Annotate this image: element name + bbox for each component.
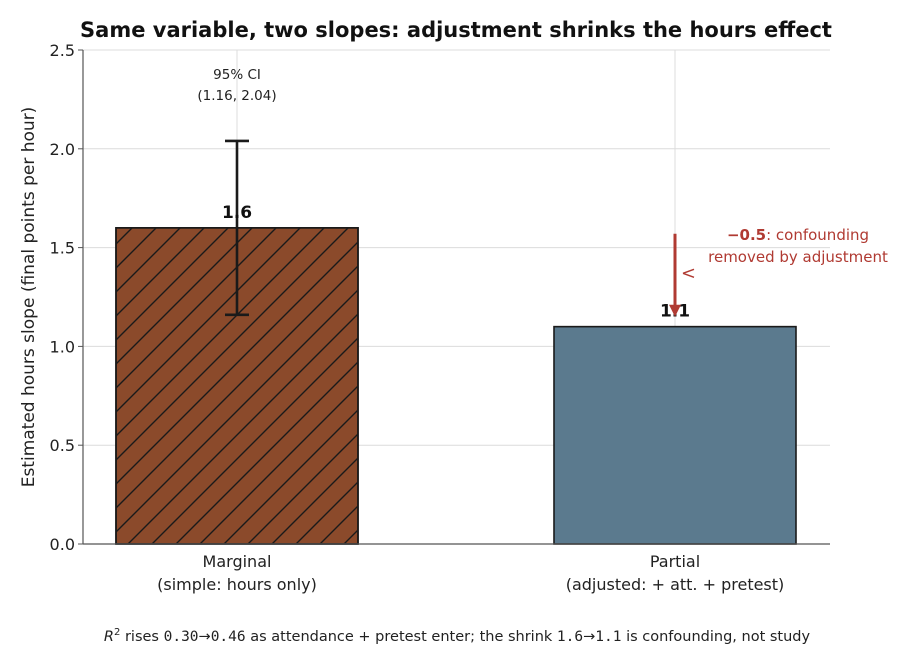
y-tick-label: 1.5 [50, 239, 75, 258]
x-tick-sublabel: (simple: hours only) [157, 575, 317, 594]
footnote-to-r2: 0.46 [211, 629, 246, 645]
annotation-pointer [682, 272, 695, 278]
y-axis-label: Estimated hours slope (final points per … [19, 107, 39, 488]
y-tick-label: 1.0 [50, 337, 75, 356]
y-tick-label: 2.0 [50, 140, 75, 159]
x-tick-label: Marginal [203, 552, 272, 571]
footnote-to-slope: 1.1 [595, 629, 621, 645]
bar-value-label: 1.6 [222, 203, 252, 223]
labels: 0.00.51.01.52.02.51.61.1Marginal(simple:… [50, 41, 785, 594]
y-tick-label: 0.0 [50, 535, 75, 554]
annotation-pointer [682, 268, 695, 274]
bar-2 [553, 325, 797, 545]
footnote-from-r2: 0.30 [164, 629, 199, 645]
bars [115, 139, 797, 545]
annotation-bold: −0.5 [727, 226, 766, 244]
annotation-line1: −0.5: confounding [727, 226, 869, 244]
footnote-r: R [104, 629, 114, 645]
adjustment-annotation: −0.5: confounding removed by adjustment [708, 226, 888, 266]
adjustment-arrow-head [669, 304, 681, 317]
ci-annotation-line2: (1.16, 2.04) [197, 88, 276, 104]
y-tick-label: 0.5 [50, 436, 75, 455]
chart-title: Same variable, two slopes: adjustment sh… [80, 18, 832, 42]
x-tick-label: Partial [650, 552, 700, 571]
ci-annotation: 95% CI (1.16, 2.04) [197, 67, 276, 104]
axes [78, 49, 830, 545]
ci-annotation-line1: 95% CI [213, 67, 261, 83]
x-tick-sublabel: (adjusted: + att. + pretest) [566, 575, 785, 594]
footnote-from-slope: 1.6 [557, 629, 583, 645]
footnote-arrow2: → [583, 629, 595, 645]
footnote-superscript: 2 [114, 627, 120, 638]
annotation-rest: : confounding [766, 226, 869, 244]
annotation-line2: removed by adjustment [708, 248, 888, 266]
footnote-arrow1: → [199, 629, 211, 645]
footnote-part1: rises [120, 629, 163, 645]
y-tick-label: 2.5 [50, 41, 75, 60]
footnote-part3: is confounding, not study [621, 629, 810, 645]
footnote-part2: as attendance + pretest enter; the shrin… [246, 629, 557, 645]
footnote: R2 rises 0.30→0.46 as attendance + prete… [104, 627, 811, 645]
